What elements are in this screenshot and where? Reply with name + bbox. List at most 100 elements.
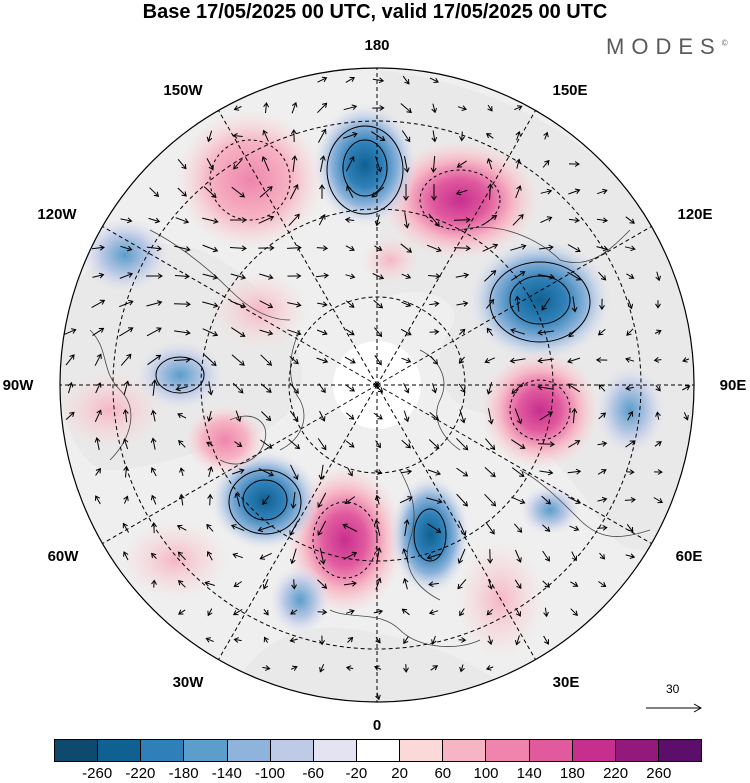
wind-vector <box>571 551 578 562</box>
wind-vector <box>175 385 188 392</box>
wind-vector <box>233 637 242 643</box>
wind-vector <box>682 357 690 363</box>
wind-vector <box>401 130 411 143</box>
wind-vector <box>318 464 325 481</box>
wind-vector <box>455 272 470 279</box>
wind-vector <box>515 185 522 199</box>
wind-vector <box>257 525 274 533</box>
wind-vector <box>204 580 215 587</box>
wind-vector <box>235 410 242 423</box>
colorbar-swatch <box>98 740 142 761</box>
wind-vector <box>345 440 355 448</box>
wind-vector <box>457 578 467 590</box>
wind-vector <box>487 579 494 590</box>
lon-label-30e: 30E <box>552 674 580 691</box>
wind-vector <box>289 520 299 536</box>
wind-vector <box>123 495 129 504</box>
wind-vector <box>345 156 355 172</box>
wind-vector <box>626 469 635 475</box>
wind-vector <box>317 301 328 308</box>
wind-vector <box>570 608 578 616</box>
map-boundary <box>59 67 695 703</box>
wind-vector <box>427 469 441 476</box>
wind-vector <box>151 467 157 477</box>
wind-vector <box>203 186 217 199</box>
wind-vector <box>120 217 133 224</box>
wind-vector <box>428 439 440 450</box>
wind-vector <box>401 439 412 449</box>
wind-vector <box>289 637 298 643</box>
wind-vector <box>542 524 551 532</box>
wind-vector <box>258 244 275 251</box>
wind-vector <box>319 410 326 422</box>
wind-vector <box>371 186 385 198</box>
wind-vector <box>484 357 496 364</box>
colorbar-swatch <box>572 740 616 761</box>
wind-vector <box>626 273 635 279</box>
wind-vector <box>627 410 634 421</box>
wind-vector <box>231 327 246 337</box>
wind-vector <box>94 437 101 451</box>
wind-vector <box>207 381 214 396</box>
wind-vector <box>515 131 521 141</box>
wind-vector <box>375 692 381 701</box>
wind-vector <box>123 465 130 478</box>
wind-vector <box>403 519 410 536</box>
wind-vector <box>402 548 409 564</box>
wind-vector <box>456 300 469 307</box>
wind-vector <box>542 580 550 588</box>
wind-vector <box>345 412 355 420</box>
wind-vector <box>91 244 105 251</box>
wind-vector <box>459 409 466 424</box>
wind-vector <box>263 636 269 643</box>
wind-vector <box>344 356 356 364</box>
wind-vector <box>230 300 247 309</box>
wind-vector <box>487 183 494 200</box>
wind-vector <box>290 492 297 509</box>
wind-vector <box>537 357 554 364</box>
wind-vector <box>483 214 498 225</box>
wind-vector <box>207 466 214 478</box>
wind-vector <box>318 214 326 226</box>
wind-vector <box>511 439 526 449</box>
wind-vector <box>655 384 661 392</box>
wind-vector <box>287 329 302 336</box>
wind-vector <box>263 608 269 616</box>
wind-vector <box>119 327 134 337</box>
wind-vector <box>515 607 521 617</box>
wind-vector <box>431 103 438 114</box>
wind-vector <box>511 382 525 395</box>
wind-vector <box>655 411 661 420</box>
wind-vector <box>146 327 162 337</box>
wind-vector <box>598 412 607 420</box>
wind-vector <box>486 382 493 395</box>
wind-vector <box>64 328 77 335</box>
lon-label-120e: 120E <box>677 206 713 223</box>
wind-vector <box>319 548 326 565</box>
wind-vector <box>374 355 382 366</box>
wind-vector <box>259 273 274 280</box>
wind-vector <box>457 548 466 564</box>
wind-vector <box>458 356 465 364</box>
wind-vector <box>625 440 636 448</box>
wind-vector <box>151 379 158 396</box>
wind-vector <box>512 214 524 226</box>
colorbar-tick-label: 220 <box>603 765 629 782</box>
wind-vector <box>146 300 163 307</box>
wind-vector <box>431 184 437 201</box>
wind-vector <box>316 329 328 336</box>
wind-vector <box>233 608 243 616</box>
wind-vector <box>403 636 409 645</box>
wind-vector <box>514 635 521 646</box>
wind-vector <box>230 524 245 532</box>
wind-vector <box>317 128 327 143</box>
wind-vector <box>570 581 579 587</box>
wind-vector <box>568 217 580 224</box>
wind-vector <box>597 188 608 195</box>
meridian-line <box>102 226 378 386</box>
wind-vector <box>233 158 243 170</box>
wind-vector <box>262 495 270 506</box>
wind-vector <box>598 271 607 281</box>
wind-vector <box>596 217 609 224</box>
wind-vector <box>290 548 297 565</box>
